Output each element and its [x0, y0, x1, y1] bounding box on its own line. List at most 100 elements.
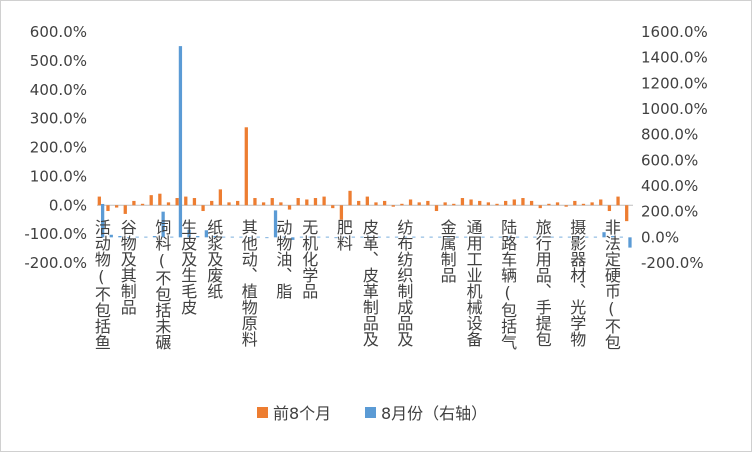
bar-first-8-months	[365, 196, 369, 206]
bar-august	[222, 236, 226, 238]
bar-first-8-months	[132, 200, 136, 206]
bar-first-8-months	[158, 193, 162, 206]
series-first-8-months-bars	[97, 127, 629, 222]
bar-first-8-months	[149, 195, 153, 206]
bar-first-8-months	[478, 200, 482, 206]
bar-first-8-months	[460, 198, 465, 206]
bar-august	[343, 236, 347, 238]
right-axis-tick: 400.0%	[641, 177, 698, 195]
bar-august	[576, 236, 580, 238]
bar-first-8-months	[123, 205, 127, 214]
bar-august	[308, 236, 312, 238]
bar-august	[438, 236, 442, 238]
bar-august	[118, 236, 122, 238]
bar-first-8-months	[426, 200, 430, 206]
category-labels: 活动物(不包括鱼 谷物及其制品 饲料(不包括未碾 生皮及生毛皮 纸浆及废纸 其他动、植物原…	[92, 219, 621, 350]
bar-first-8-months	[625, 205, 629, 222]
bar-first-8-months	[192, 198, 197, 206]
bar-first-8-months	[382, 200, 387, 206]
legend-swatch-august	[365, 407, 376, 418]
category-label: 陆路车辆(包括气	[498, 219, 517, 350]
bar-august	[247, 237, 252, 239]
category-label: 动物油、脂	[273, 219, 292, 300]
bar-august	[412, 236, 416, 238]
bar-first-8-months	[434, 205, 439, 212]
right-axis-tick: 1000.0%	[641, 100, 708, 118]
bar-first-8-months	[555, 202, 560, 206]
category-label: 饲料(不包括未碾	[152, 219, 171, 350]
bar-first-8-months	[175, 198, 179, 206]
bar-august	[481, 236, 485, 238]
bar-august	[386, 236, 390, 238]
bar-august	[368, 236, 373, 238]
bar-first-8-months	[331, 205, 335, 209]
bar-first-8-months	[495, 203, 499, 206]
bar-august	[334, 237, 338, 239]
category-label: 无机化学品	[299, 219, 318, 299]
right-axis-tick: 1200.0%	[641, 74, 708, 92]
category-label: 活动物(不包括鱼	[92, 219, 111, 350]
bar-first-8-months	[322, 196, 326, 206]
left-axis-tick: 200.0%	[30, 139, 87, 157]
bar-august	[420, 236, 425, 238]
bar-august	[135, 236, 139, 238]
bar-august	[360, 236, 364, 238]
left-axis-tick: 300.0%	[30, 110, 87, 128]
bar-august	[265, 237, 269, 239]
legend-swatch-first-8-months	[257, 407, 268, 418]
bar-first-8-months	[106, 205, 110, 212]
bar-first-8-months	[469, 199, 473, 206]
bar-first-8-months	[348, 190, 352, 206]
left-axis-tick: 500.0%	[30, 52, 87, 70]
bar-august	[230, 236, 234, 238]
bar-first-8-months	[486, 202, 491, 206]
bar-first-8-months	[512, 199, 516, 206]
bar-first-8-months	[140, 203, 145, 206]
left-axis-tick: 400.0%	[30, 81, 87, 99]
bar-first-8-months	[529, 200, 534, 206]
left-axis-ticks: 600.0% 500.0% 400.0% 300.0% 200.0% 100.0% 0.0%…	[24, 23, 87, 272]
bar-first-8-months	[599, 199, 603, 206]
right-axis-tick: 600.0%	[641, 151, 698, 169]
bar-first-8-months	[564, 205, 568, 207]
bar-first-8-months	[201, 205, 205, 212]
category-label: 纺布纺织制成品及	[394, 219, 413, 347]
category-label: 摄影器材、光学物	[567, 219, 586, 348]
bar-first-8-months	[287, 205, 292, 210]
bar-august	[541, 236, 546, 238]
bar-first-8-months	[538, 205, 542, 209]
bar-august	[403, 236, 407, 238]
bar-august	[317, 236, 321, 238]
bar-first-8-months	[400, 203, 404, 206]
right-axis-tick: 800.0%	[641, 126, 698, 144]
left-axis-tick: 0.0%	[49, 196, 87, 214]
bar-first-8-months	[114, 205, 119, 208]
bar-first-8-months	[305, 199, 309, 206]
bar-august	[472, 236, 477, 238]
bar-august	[602, 232, 606, 238]
bar-august	[144, 236, 148, 238]
bar-august	[187, 229, 191, 238]
bar-first-8-months	[616, 196, 620, 206]
bar-august	[204, 230, 209, 238]
bar-august	[446, 236, 451, 238]
bar-first-8-months	[97, 196, 101, 206]
bar-august	[628, 237, 632, 248]
left-axis-tick: 100.0%	[30, 167, 87, 185]
bar-august	[464, 236, 468, 238]
bar-august	[213, 236, 217, 238]
right-axis-tick: 200.0%	[641, 203, 698, 221]
category-label: 皮革、皮革制品及	[360, 219, 379, 347]
bar-first-8-months	[391, 205, 395, 207]
bar-first-8-months	[374, 202, 378, 206]
bar-august	[619, 236, 623, 238]
legend-label-august: 8月份（右轴）	[381, 404, 487, 423]
bar-august	[291, 237, 295, 240]
bar-first-8-months	[443, 202, 447, 206]
bar-first-8-months	[261, 202, 266, 206]
legend-label-first-8-months: 前8个月	[273, 404, 331, 423]
bar-first-8-months	[581, 203, 586, 206]
bar-first-8-months	[270, 198, 274, 206]
bar-august	[429, 236, 433, 238]
